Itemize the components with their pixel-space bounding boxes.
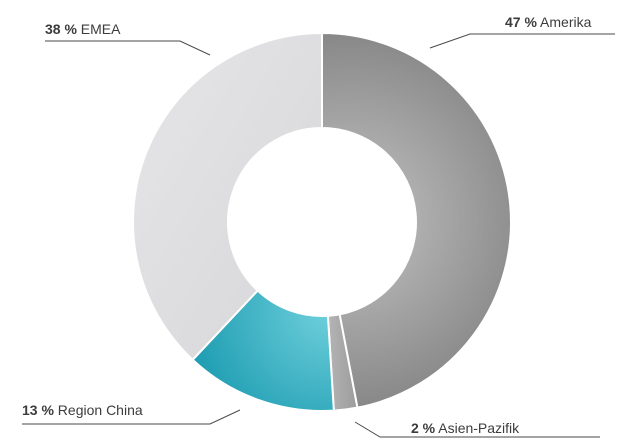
leader-line-emea [45,40,211,56]
slice-percent: 13 % [22,402,54,418]
slice-emea [132,31,323,362]
slice-label-emea: 38 % EMEA [45,21,121,37]
slice-amerika [321,31,512,409]
leader-line-region-china [22,409,241,425]
slice-label-amerika: 47 % Amerika [505,14,592,30]
slice-name: EMEA [77,21,121,37]
slice-percent: 2 % [411,420,436,436]
slice-name: Region China [54,402,143,418]
leader-line-amerika [429,33,615,49]
slice-label-asien-pazifik: 2 % Asien-Pazifik [411,420,520,436]
slice-percent: 47 % [505,14,537,30]
slice-percent: 38 % [45,21,77,37]
slice-name: Amerika [537,14,592,30]
leader-line-asien-pazifik [354,421,600,438]
slice-name: Asien-Pazifik [435,420,520,436]
slice-label-region-china: 13 % Region China [22,402,143,418]
